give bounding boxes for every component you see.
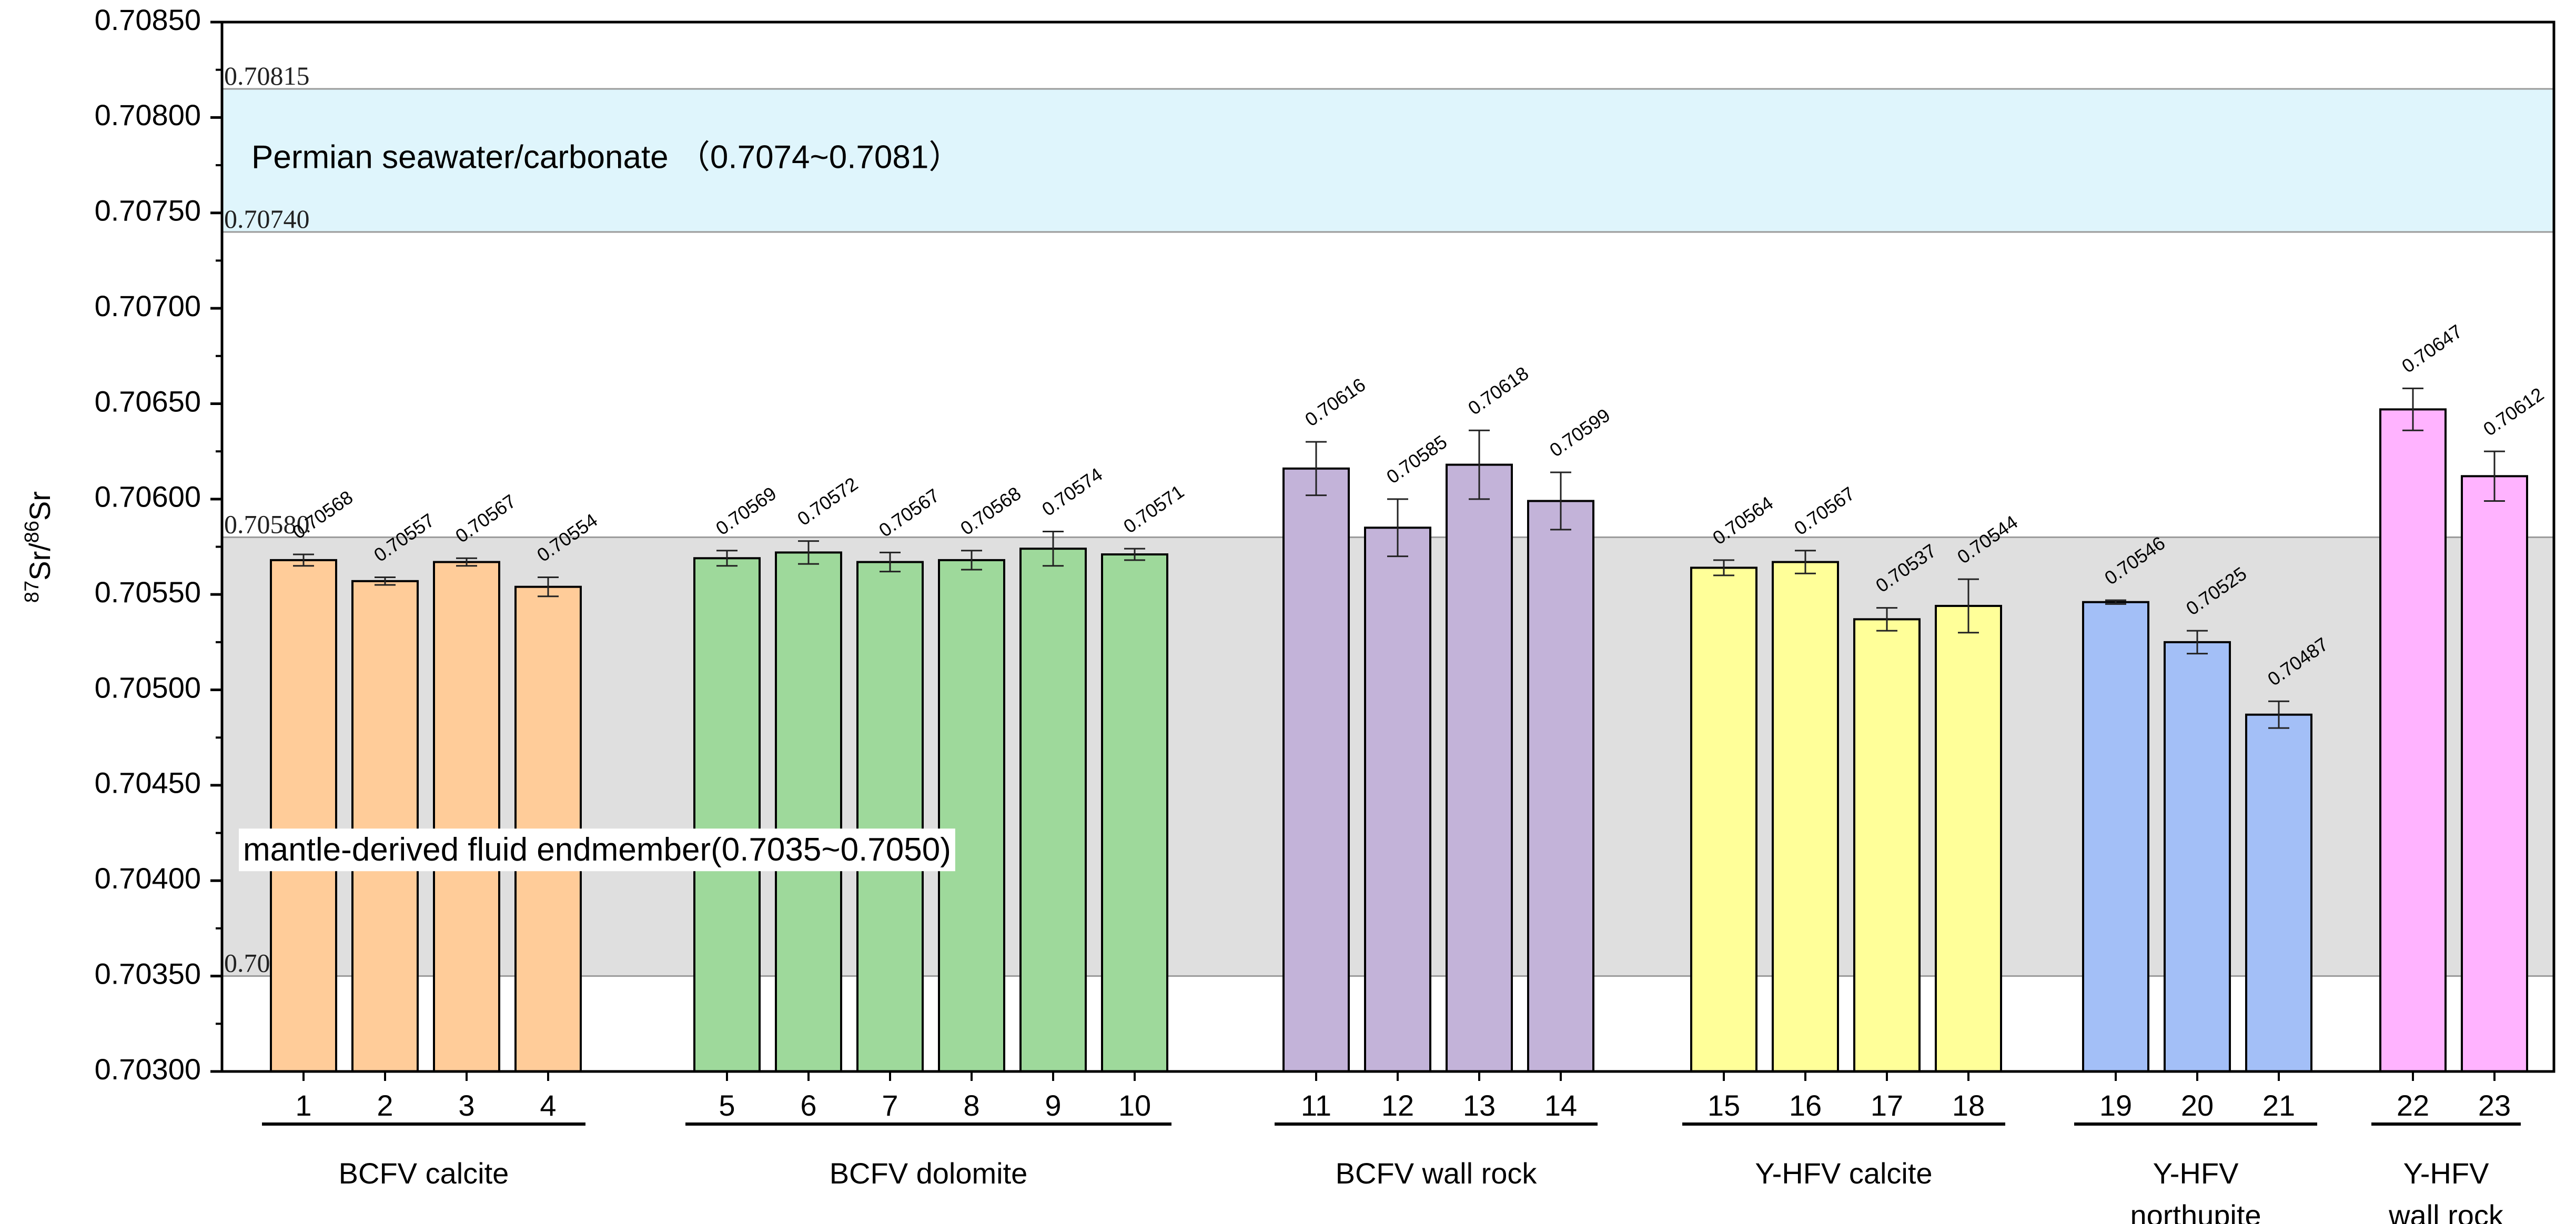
- group-label-1-line-1: BCFV calcite: [339, 1157, 509, 1190]
- value-label-13: 0.70618: [1464, 362, 1532, 419]
- x-tick-label-4: 4: [540, 1089, 556, 1122]
- y-tick-label-9: 0.70700: [95, 289, 201, 322]
- bar-20: [2164, 641, 2231, 1073]
- bar-11: [1282, 467, 1350, 1073]
- bar-22: [2379, 408, 2447, 1073]
- bar-13: [1446, 463, 1513, 1073]
- value-label-12: 0.70585: [1382, 431, 1451, 488]
- y-tick-label-2: 0.70350: [95, 957, 201, 990]
- bar-3: [433, 561, 500, 1073]
- bar-1: [270, 559, 337, 1073]
- bar-23: [2461, 475, 2528, 1073]
- x-tick-label-6: 6: [800, 1089, 816, 1122]
- y-tick-label-5: 0.70500: [95, 671, 201, 704]
- value-label-16: 0.70567: [1790, 482, 1858, 539]
- x-tick-label-23: 23: [2478, 1089, 2511, 1122]
- y-tick-label-10: 0.70750: [95, 194, 201, 227]
- band-1: [222, 88, 2554, 232]
- value-label-10: 0.70571: [1119, 480, 1188, 537]
- bar-12: [1364, 527, 1431, 1073]
- value-label-8: 0.70568: [956, 482, 1025, 539]
- y-axis-title-sup1: 87: [21, 581, 43, 603]
- y-axis-title: 87Sr/86Sr: [21, 491, 56, 603]
- x-tick-label-15: 15: [1708, 1089, 1740, 1122]
- x-tick-label-14: 14: [1544, 1089, 1577, 1122]
- bar-7: [856, 561, 924, 1073]
- group-label-2-line-1: BCFV dolomite: [830, 1157, 1028, 1190]
- x-tick-label-5: 5: [719, 1089, 735, 1122]
- group-labels-layer: BCFV calcite BCFV dolomite BCFV wall rock Y…: [262, 1122, 2521, 1224]
- value-label-11: 0.70616: [1301, 373, 1369, 430]
- group-label-6-line-1: Y-HFV: [2403, 1157, 2490, 1190]
- x-tick-label-19: 19: [2099, 1089, 2132, 1122]
- x-tick-label-7: 7: [882, 1089, 898, 1122]
- bar-17: [1853, 618, 1921, 1073]
- group-label-3-line-1: BCFV wall rock: [1336, 1157, 1538, 1190]
- y-axis-title-part2: Sr: [23, 491, 56, 521]
- bar-21: [2245, 713, 2312, 1073]
- bar-19: [2082, 601, 2149, 1073]
- x-tick-label-18: 18: [1952, 1089, 1985, 1122]
- reference-line-label-1: 0.70815: [224, 61, 310, 90]
- y-tick-label-1: 0.70300: [95, 1053, 201, 1086]
- y-tick-label-4: 0.70450: [95, 766, 201, 800]
- x-tick-label-16: 16: [1789, 1089, 1822, 1122]
- y-axis-title-part1: Sr/: [23, 543, 56, 581]
- axes-layer: 0.70300 0.70350 0.70400 0.70450 0.70500 0.705…: [95, 3, 2555, 1122]
- group-label-6-line-2: wall rock: [2388, 1199, 2504, 1224]
- x-tick-label-2: 2: [377, 1089, 393, 1122]
- y-axis-title-sup2: 86: [21, 521, 43, 543]
- band-label-1: Permian seawater/carbonate （0.7074~0.708…: [251, 139, 961, 176]
- x-tick-label-8: 8: [963, 1089, 979, 1122]
- band-label-background: [239, 828, 955, 872]
- y-tick-label-8: 0.70650: [95, 385, 201, 418]
- bar-14: [1527, 500, 1594, 1073]
- bar-18: [1935, 604, 2002, 1073]
- bar-2: [351, 580, 419, 1073]
- band-label-2: mantle-derived fluid endmember(0.7035~0.…: [243, 832, 951, 868]
- group-label-4-line-1: Y-HFV calcite: [1755, 1157, 1932, 1190]
- bar-5: [693, 557, 761, 1073]
- value-label-9: 0.70574: [1038, 463, 1106, 520]
- bar-10: [1101, 553, 1168, 1073]
- bar-16: [1772, 561, 1839, 1073]
- reference-line-label-3: 0.70580: [224, 509, 310, 539]
- x-tick-label-10: 10: [1118, 1089, 1151, 1122]
- value-label-6: 0.70572: [793, 473, 862, 530]
- value-label-5: 0.70569: [712, 482, 780, 539]
- x-tick-label-12: 12: [1381, 1089, 1414, 1122]
- y-tick-label-7: 0.70600: [95, 480, 201, 513]
- y-tick-label-3: 0.70400: [95, 862, 201, 895]
- y-tick-label-11: 0.70800: [95, 98, 201, 131]
- band-labels-layer: Permian seawater/carbonate （0.7074~0.708…: [239, 139, 961, 872]
- bars-layer: [270, 408, 2528, 1073]
- y-tick-label-12: 0.70850: [95, 3, 201, 36]
- x-tick-label-17: 17: [1871, 1089, 1903, 1122]
- group-label-5-line-2: northupite: [2130, 1199, 2261, 1224]
- reference-line-label-2: 0.70740: [224, 204, 310, 234]
- bar-6: [775, 551, 842, 1073]
- x-tick-label-3: 3: [458, 1089, 474, 1122]
- x-tick-label-9: 9: [1045, 1089, 1061, 1122]
- y-tick-label-6: 0.70550: [95, 575, 201, 609]
- x-tick-label-21: 21: [2262, 1089, 2295, 1122]
- x-tick-label-11: 11: [1301, 1089, 1331, 1122]
- bar-15: [1690, 567, 1757, 1073]
- bar-8: [938, 559, 1005, 1073]
- value-label-14: 0.70599: [1545, 404, 1614, 461]
- x-tick-label-1: 1: [295, 1089, 311, 1122]
- value-label-23: 0.70612: [2479, 383, 2548, 440]
- x-tick-label-20: 20: [2181, 1089, 2214, 1122]
- bar-9: [1019, 548, 1087, 1073]
- value-label-7: 0.70567: [875, 484, 943, 541]
- x-tick-label-13: 13: [1463, 1089, 1496, 1122]
- error-bars-layer: [293, 387, 2505, 729]
- group-label-5-line-1: Y-HFV: [2153, 1157, 2239, 1190]
- value-label-22: 0.70647: [2398, 320, 2466, 377]
- x-tick-label-22: 22: [2397, 1089, 2429, 1122]
